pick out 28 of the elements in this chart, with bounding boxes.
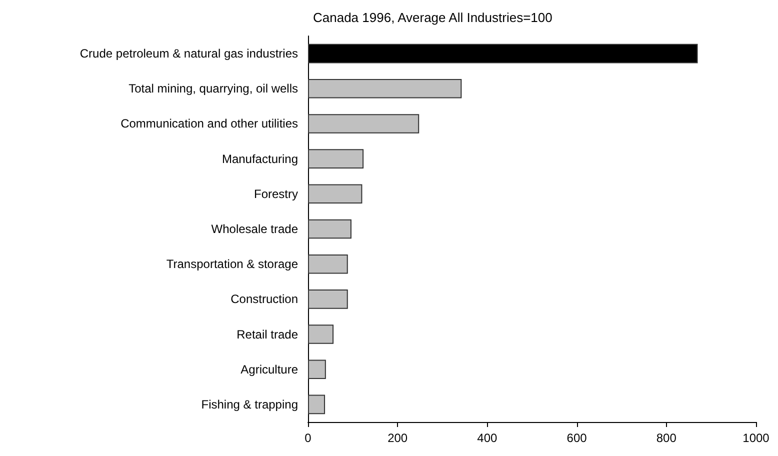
- y-tick-label: Total mining, quarrying, oil wells: [128, 82, 298, 96]
- bar: [308, 114, 420, 134]
- x-tick-label: 0: [304, 431, 312, 445]
- bar: [308, 78, 462, 98]
- x-tick-label: 1000: [742, 431, 770, 445]
- y-tick-label: Forestry: [254, 186, 298, 201]
- bar: [308, 149, 364, 168]
- bar: [308, 290, 348, 309]
- y-tick-label: Agriculture: [240, 362, 298, 376]
- x-tick-label: 400: [477, 431, 498, 445]
- bar: [308, 324, 334, 344]
- x-tick-label: 600: [566, 431, 588, 445]
- y-tick-label: Construction: [230, 292, 298, 306]
- x-tick-label: 800: [656, 431, 677, 445]
- x-tick-label: 200: [388, 431, 408, 445]
- bar: [308, 254, 348, 274]
- y-tick-label: Transportation & storage: [166, 257, 298, 272]
- bar: [308, 184, 362, 204]
- chart-title: Canada 1996, Average All Industries=100: [313, 10, 552, 25]
- y-tick-label: Communication and other utilities: [120, 116, 298, 131]
- bar: [308, 360, 326, 380]
- bar: [308, 219, 352, 239]
- y-tick-label: Wholesale trade: [211, 222, 298, 236]
- y-tick-label: Manufacturing: [222, 152, 298, 166]
- y-tick-label: Retail trade: [236, 327, 298, 342]
- y-tick-label: Fishing & trapping: [201, 397, 298, 412]
- bar: [308, 394, 326, 414]
- y-tick-label: Crude petroleum & natural gas industries: [80, 46, 298, 61]
